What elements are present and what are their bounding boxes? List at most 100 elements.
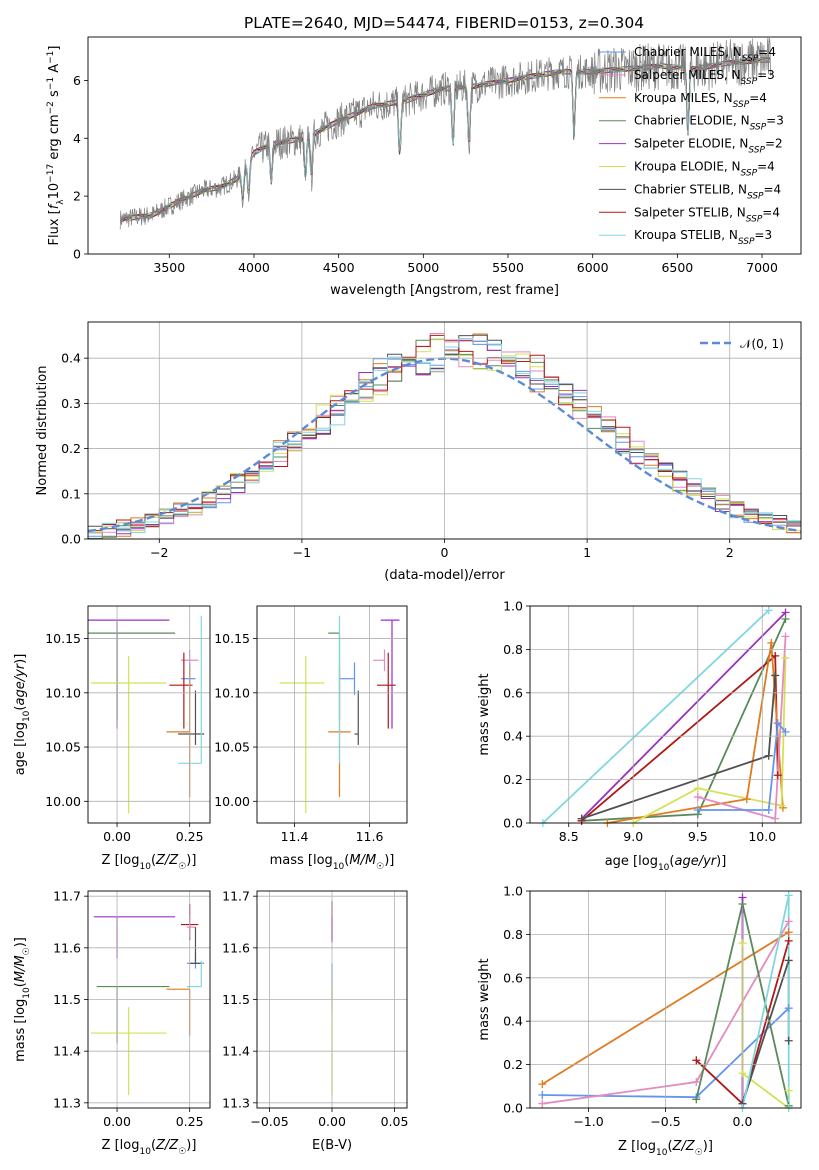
tick-label-x: 1 — [583, 545, 591, 560]
errorbar-point — [88, 632, 176, 720]
errorbar-point — [180, 662, 196, 695]
age_vs_Z-plot-area — [88, 615, 205, 814]
errorbar-point — [339, 662, 356, 695]
tick-label-y: 0.6 — [503, 970, 523, 985]
tick-label-y: 11.5 — [222, 992, 250, 1007]
panel-weight_vs_age: 8.5 9.0 9.5 10.0 0.0 0.2 0.4 0.6 0.8 1.0 age [log1… — [477, 599, 802, 873]
weight-marker — [693, 792, 702, 801]
tick-label-y: 10.10 — [214, 685, 250, 700]
legend-label: Salpeter ELODIE, NSSP=2 — [634, 137, 783, 156]
tick-label-x: 4500 — [323, 260, 355, 275]
tick-label-y: 10.15 — [45, 631, 81, 646]
tick-label-y: 0.2 — [503, 1057, 523, 1072]
legend-label: Chabrier ELODIE, NSSP=3 — [634, 114, 784, 133]
panel-mass_vs_EBV: −0.05 0.00 0.05 11.3 11.4 11.5 11.6 11.7 E(B-V) — [222, 889, 408, 1153]
weight-marker — [773, 771, 782, 780]
weight-marker — [784, 917, 793, 926]
x-axis-label: Z [log10(Z/Z☉)] — [618, 1139, 713, 1158]
panel-age_vs_Z: 0.00 0.25 10.00 10.05 10.10 10.15 Z [log10(Z/Z… — [13, 605, 211, 872]
axes-frame — [529, 605, 802, 824]
tick-label-y: 0.8 — [503, 927, 523, 942]
tick-label-x: 0.00 — [318, 1114, 346, 1129]
panel-residuals: −2 −1 0 1 2 0.0 0.1 0.2 0.3 0.4 (data-model)/error… — [35, 321, 802, 583]
weight-marker — [781, 654, 790, 663]
panel-weight_vs_Z: −1.0 −0.5 0.0 0.0 0.2 0.4 0.6 0.8 1.0 Z [log10(Z/… — [477, 884, 802, 1158]
tick-label-y: 0.1 — [61, 486, 81, 501]
tick-label-x: 7000 — [746, 260, 778, 275]
errorbar-point — [169, 652, 193, 729]
weight-marker — [784, 928, 793, 937]
tick-label-x: 0 — [441, 545, 449, 560]
tick-label-y: 11.5 — [53, 992, 81, 1007]
tick-label-y: 0.8 — [503, 642, 523, 657]
y-axis-label: Flux [fλ10−17 erg cm−2 s−1 A−1] — [46, 46, 66, 246]
tick-label-y: 10.10 — [45, 685, 81, 700]
tick-label-x: 5500 — [492, 260, 524, 275]
tick-label-y: 11.6 — [222, 940, 250, 955]
axes-frame — [256, 605, 408, 824]
tick-label-x: 4000 — [238, 260, 270, 275]
spectrum-plot-area — [119, 37, 771, 230]
weight-marker — [764, 805, 773, 814]
weight-series-line — [741, 960, 790, 1104]
tick-label-x: 3500 — [153, 260, 185, 275]
tick-label-x: 0.0 — [733, 1114, 753, 1129]
axes-frame — [87, 605, 211, 824]
errorbar-point — [380, 619, 400, 729]
tick-label-x: 6000 — [577, 260, 609, 275]
tick-label-y: 0.0 — [61, 532, 81, 547]
tick-label-x: −2 — [150, 545, 168, 560]
tick-label-x: 0.05 — [381, 1114, 409, 1129]
errorbar-point — [328, 632, 341, 720]
weight-marker — [784, 1004, 793, 1013]
legend: Chabrier MILES, NSSP=4 Salpeter MILES, NS… — [599, 45, 784, 247]
axes-frame — [529, 890, 802, 1109]
tick-label-y: 10.05 — [214, 740, 250, 755]
age_vs_mass-plot-area — [279, 615, 400, 814]
axes-frame — [87, 321, 802, 540]
tick-label-x: 0.25 — [176, 829, 204, 844]
panel-spectrum: 3500 4000 4500 5000 5500 6000 6500 7000 0 2 4 6 wave… — [46, 36, 802, 298]
weight-marker — [784, 956, 793, 965]
tick-label-y: 11.7 — [53, 889, 81, 904]
tick-label-x: −1.0 — [573, 1114, 603, 1129]
x-axis-label: mass [log10(M/M☉)] — [270, 853, 395, 872]
panel-age_vs_mass: 11.4 11.6 10.00 10.05 10.10 10.15 mass [log10(… — [214, 605, 408, 872]
weight-marker — [771, 814, 780, 823]
weight-marker — [771, 671, 780, 680]
tick-label-y: 10.05 — [45, 740, 81, 755]
legend-label: Kroupa MILES, NSSP=4 — [634, 91, 767, 110]
weight-marker — [692, 1077, 701, 1086]
axes-frame — [87, 890, 211, 1109]
weight-series-line — [607, 642, 784, 823]
tick-label-x: 0.00 — [103, 829, 131, 844]
tick-label-y: 6 — [73, 73, 81, 88]
weight-marker — [784, 1086, 793, 1095]
y-axis-label: Normed distribution — [35, 366, 50, 496]
tick-label-x: 11.4 — [281, 829, 309, 844]
tick-label-x: 0.00 — [103, 1114, 131, 1129]
legend-label: Kroupa STELIB, NSSP=3 — [634, 228, 772, 247]
y-axis-label: mass weight — [477, 673, 492, 755]
tick-label-x: 8.5 — [559, 829, 579, 844]
tick-label-y: 11.3 — [53, 1095, 81, 1110]
errorbar-point — [96, 985, 170, 1044]
tick-label-y: 10.00 — [214, 794, 250, 809]
legend-label: Chabrier MILES, NSSP=4 — [634, 45, 776, 64]
weight-series-line — [581, 653, 779, 822]
tick-label-x: −1 — [293, 545, 311, 560]
weight-series-line — [542, 609, 770, 823]
tick-label-y: 1.0 — [503, 599, 523, 614]
errorbar-point — [186, 916, 196, 938]
tick-label-y: 11.4 — [222, 1044, 250, 1059]
y-axis-label: mass [log10(M/M☉)] — [13, 937, 32, 1062]
weight_vs_age-plot-area — [542, 609, 787, 823]
errorbar-point — [354, 690, 359, 745]
errorbar-point — [178, 690, 205, 745]
legend-label: Salpeter MILES, NSSP=3 — [634, 68, 775, 87]
weight-series-line — [697, 721, 787, 811]
tick-label-y: 0.6 — [503, 685, 523, 700]
tick-label-x: 10.0 — [748, 829, 776, 844]
weight-marker — [781, 632, 790, 641]
